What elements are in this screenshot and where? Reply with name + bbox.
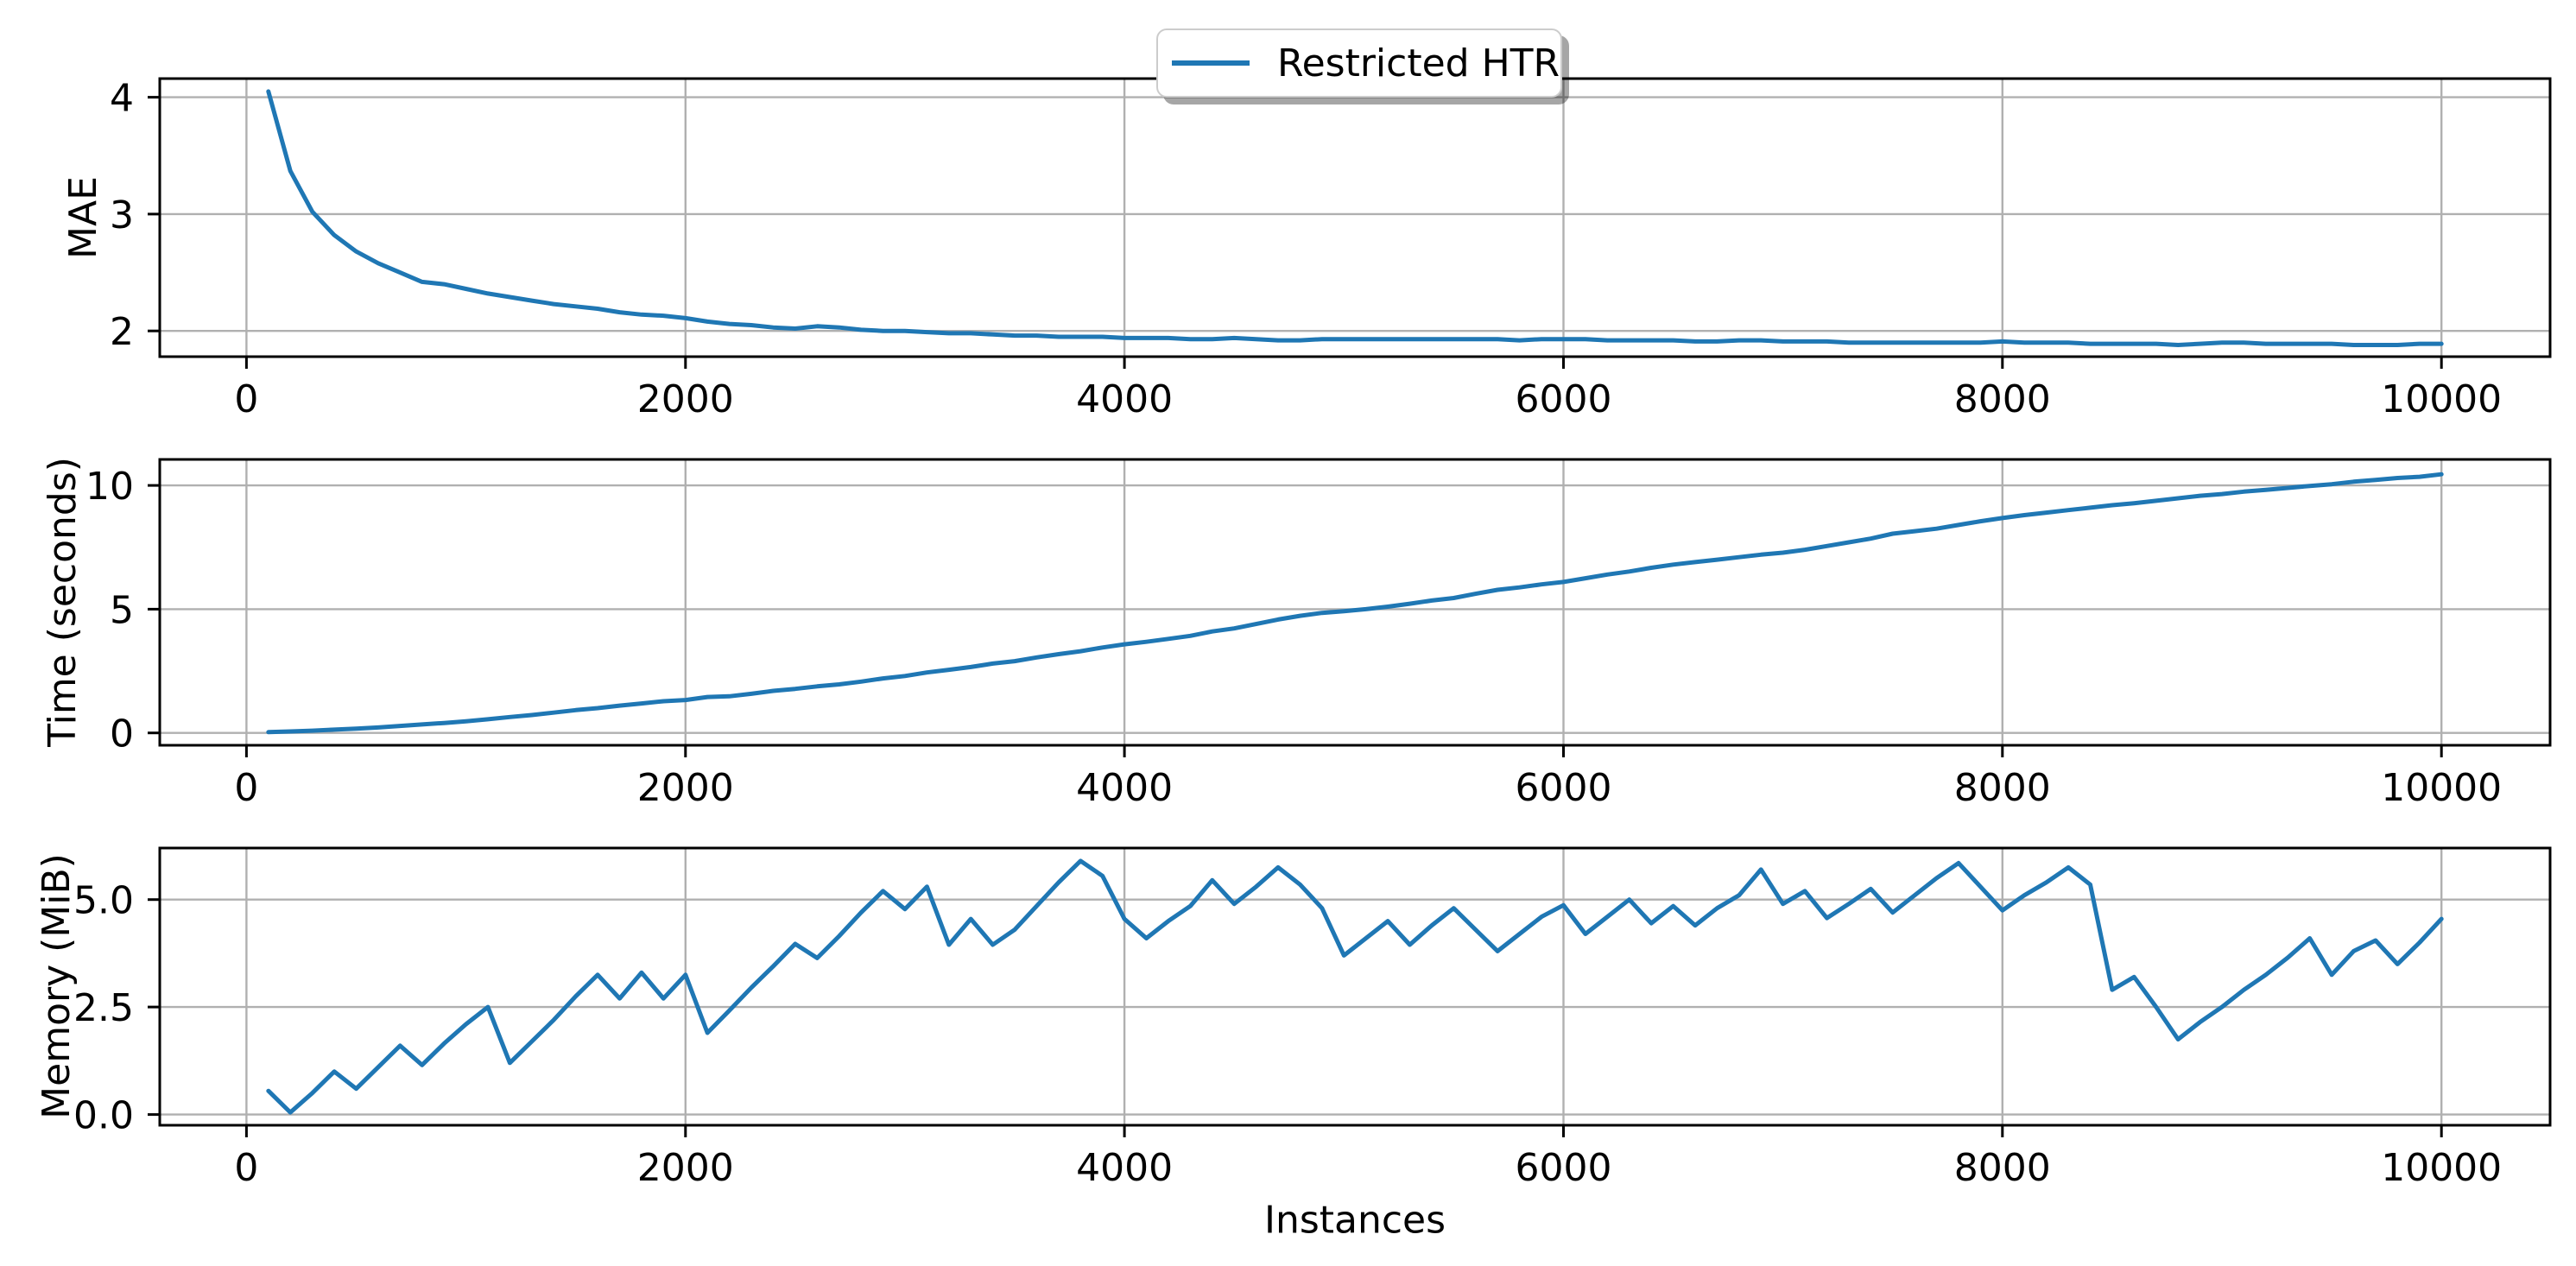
x-tick-label: 10000 xyxy=(2381,1146,2502,1190)
x-axis-label: Instances xyxy=(1263,1198,1446,1243)
x-tick-label: 8000 xyxy=(1954,377,2051,421)
legend-line-sample xyxy=(1172,60,1250,66)
y-tick-label: 2.5 xyxy=(73,986,134,1030)
axes-border xyxy=(158,458,2552,747)
x-tick-label: 0 xyxy=(234,1146,258,1190)
y-tick-label: 5 xyxy=(110,588,134,632)
line-series xyxy=(266,472,2444,735)
plot-area-time: 0 2000 4000 6000 8000 10000 0 5 10 xyxy=(85,458,2552,810)
plot-area-memory: 0 2000 4000 6000 8000 10000 0.0 2.5 5.0 xyxy=(73,846,2552,1190)
y-tick-label: 2 xyxy=(110,310,134,354)
y-tick-label: 3 xyxy=(110,193,134,237)
axes-border xyxy=(158,77,2552,358)
x-tick-label: 10000 xyxy=(2381,377,2502,421)
line-series xyxy=(266,89,2444,347)
legend-label: Restricted HTR xyxy=(1277,41,1560,85)
x-tick-label: 0 xyxy=(234,766,258,810)
x-tick-label: 8000 xyxy=(1954,766,2051,810)
x-tick-label: 6000 xyxy=(1516,766,1612,810)
y-axis-label-memory: Memory (MiB) xyxy=(35,853,79,1119)
y-tick-label: 0 xyxy=(110,712,134,756)
y-axis-label-time: Time (seconds) xyxy=(41,457,85,747)
x-tick-label: 10000 xyxy=(2381,766,2502,810)
x-tick-label: 2000 xyxy=(637,766,734,810)
x-tick-label: 6000 xyxy=(1516,377,1612,421)
axes-border xyxy=(158,846,2552,1127)
x-tick-label: 6000 xyxy=(1516,1146,1612,1190)
plot-area-mae: 0 2000 4000 6000 8000 10000 2 3 4 xyxy=(110,77,2552,421)
y-tick-label: 10 xyxy=(85,465,134,509)
line-series xyxy=(266,858,2444,1115)
y-tick-label: 0.0 xyxy=(73,1094,134,1138)
y-tick-label: 4 xyxy=(110,77,134,121)
x-tick-label: 0 xyxy=(234,377,258,421)
x-tick-label: 4000 xyxy=(1076,1146,1173,1190)
y-tick-label: 5.0 xyxy=(73,879,134,923)
x-tick-label: 2000 xyxy=(637,1146,734,1190)
x-tick-label: 2000 xyxy=(637,377,734,421)
x-tick-label: 4000 xyxy=(1076,766,1173,810)
x-tick-label: 4000 xyxy=(1076,377,1173,421)
x-tick-label: 8000 xyxy=(1954,1146,2051,1190)
y-axis-label-mae: MAE xyxy=(61,176,105,259)
legend: Restricted HTR xyxy=(1156,28,1562,98)
